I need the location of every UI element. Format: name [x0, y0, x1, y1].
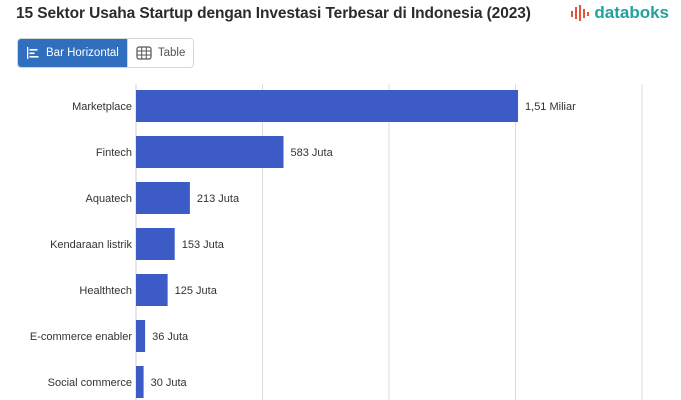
data-label: 213 Juta	[197, 193, 240, 205]
bar-horizontal-label: Bar Horizontal	[46, 47, 119, 59]
bar-e-commerce-enabler[interactable]	[136, 320, 146, 352]
category-label: E-commerce enabler	[30, 331, 132, 343]
data-label: 153 Juta	[182, 239, 225, 251]
category-label: Fintech	[96, 147, 132, 159]
view-toggle: Bar Horizontal Table	[17, 38, 195, 68]
bar-kendaraan-listrik[interactable]	[136, 228, 175, 260]
category-label: Aquatech	[86, 193, 132, 205]
table-button[interactable]: Table	[126, 39, 194, 67]
grid-icon	[136, 46, 152, 60]
data-label: 583 Juta	[290, 147, 333, 159]
category-label: Marketplace	[72, 101, 132, 113]
category-label: Kendaraan listrik	[50, 239, 132, 251]
data-label: 30 Juta	[151, 377, 188, 389]
table-label: Table	[157, 47, 186, 59]
bar-marketplace[interactable]	[136, 90, 519, 122]
data-label: 125 Juta	[175, 285, 218, 297]
bar-chart-icon	[27, 47, 39, 59]
brand-name: databoks	[594, 3, 669, 22]
data-label: 1,51 Miliar	[525, 101, 576, 113]
bar-fintech[interactable]	[136, 136, 284, 168]
bar-aquatech[interactable]	[136, 182, 190, 214]
bar-social-commerce[interactable]	[136, 366, 144, 398]
brand-logo[interactable]: databoks	[570, 3, 669, 23]
chart-title: 15 Sektor Usaha Startup dengan Investasi…	[16, 5, 531, 22]
category-label: Social commerce	[48, 377, 132, 389]
data-label: 36 Juta	[152, 331, 189, 343]
databoks-logo-icon	[571, 5, 590, 21]
bar-healthtech[interactable]	[136, 274, 168, 306]
bar-horizontal-button[interactable]: Bar Horizontal	[18, 39, 127, 67]
category-label: Healthtech	[79, 285, 132, 297]
